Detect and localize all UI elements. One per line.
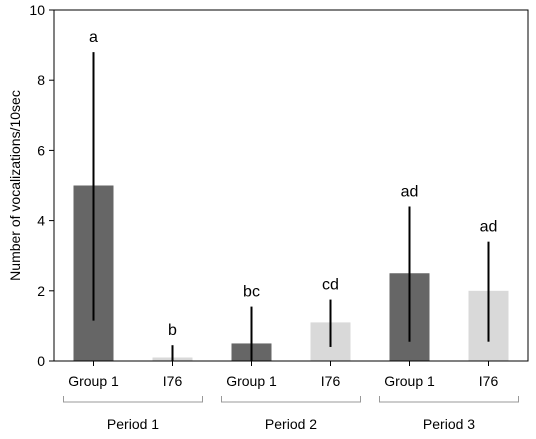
error-bars-layer [92, 52, 490, 361]
y-tick-label-2: 4 [37, 213, 45, 229]
significance-letter-2: b [168, 322, 177, 339]
period-label-1: Period 1 [107, 416, 159, 432]
x-tick-label-3: Group 1 [226, 373, 277, 389]
period-bracket-3 [379, 396, 519, 403]
significance-letter-4: cd [322, 277, 339, 294]
period-group-brackets: Period 1 Period 2 Period 3 [63, 396, 519, 432]
significance-letter-1: a [89, 29, 98, 46]
period-label-2: Period 2 [265, 416, 317, 432]
significance-letter-6: ad [480, 219, 498, 236]
x-tick-label-2: I76 [163, 373, 183, 389]
bars-layer [73, 185, 509, 361]
x-tick-label-4: I76 [321, 373, 341, 389]
period-label-3: Period 3 [423, 416, 475, 432]
y-tick-label-1: 2 [37, 283, 45, 299]
period-bracket-1 [63, 396, 203, 403]
y-axis-ticks: 0 2 4 6 8 10 [29, 2, 54, 369]
plot-frame [53, 9, 529, 362]
period-bracket-2 [221, 396, 361, 403]
y-tick-label-5: 10 [29, 2, 45, 18]
x-tick-label-5: Group 1 [384, 373, 435, 389]
significance-letters-layer: a b bc cd ad ad [89, 29, 497, 339]
y-tick-label-0: 0 [37, 353, 45, 369]
x-tick-label-1: Group 1 [68, 373, 119, 389]
x-axis-category-labels: Group 1 I76 Group 1 I76 Group 1 I76 [68, 361, 498, 389]
significance-letter-5: ad [401, 184, 419, 201]
significance-letter-3: bc [243, 284, 260, 301]
y-axis-title: Number of vocalizations/10sec [7, 90, 23, 281]
x-tick-label-6: I76 [479, 373, 499, 389]
y-tick-label-3: 6 [37, 142, 45, 158]
y-tick-label-4: 8 [37, 72, 45, 88]
